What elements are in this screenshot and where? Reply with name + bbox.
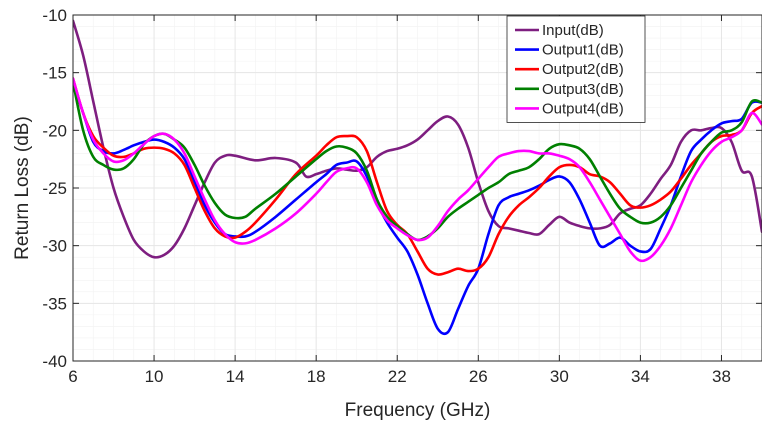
series-line-output4-db xyxy=(73,77,762,263)
x-tick-label: 30 xyxy=(550,367,569,386)
legend-label: Output2(dB) xyxy=(542,61,624,78)
legend-label: Output3(dB) xyxy=(542,81,624,98)
x-tick-label: 18 xyxy=(307,367,326,386)
series-line-output1-db xyxy=(73,80,762,336)
y-tick-label: -25 xyxy=(42,179,67,198)
x-tick-label: 34 xyxy=(631,367,650,386)
x-tick-label: 26 xyxy=(469,367,488,386)
x-tick-labels: 6 10 14 18 22 26 30 34 38 xyxy=(68,367,731,386)
series-layer xyxy=(73,19,762,336)
y-tick-label: -40 xyxy=(42,352,67,371)
x-tick-label: 14 xyxy=(226,367,245,386)
legend: Input(dB) Output1(dB) Output2(dB) Output3(d… xyxy=(506,15,646,123)
y-tick-label: -15 xyxy=(42,64,67,83)
legend-label: Input(dB) xyxy=(542,22,604,39)
x-tick-label: 10 xyxy=(145,367,164,386)
x-axis-title: Frequency (GHz) xyxy=(345,400,491,421)
y-tick-label: -35 xyxy=(42,294,67,313)
y-tick-label: -10 xyxy=(42,6,67,25)
y-tick-label: -20 xyxy=(42,121,67,140)
y-tick-label: -30 xyxy=(42,237,67,256)
x-tick-label: 38 xyxy=(712,367,731,386)
y-axis-title: Return Loss (dB) xyxy=(12,116,33,260)
series-line-output2-db xyxy=(73,77,762,276)
series-line-input-db xyxy=(73,19,762,259)
legend-label: Output4(dB) xyxy=(542,100,624,117)
x-tick-label: 6 xyxy=(68,367,77,386)
legend-label: Output1(dB) xyxy=(542,42,624,59)
y-tick-labels: -10 -15 -20 -25 -30 -35 -40 xyxy=(42,6,67,371)
x-tick-label: 22 xyxy=(388,367,407,386)
